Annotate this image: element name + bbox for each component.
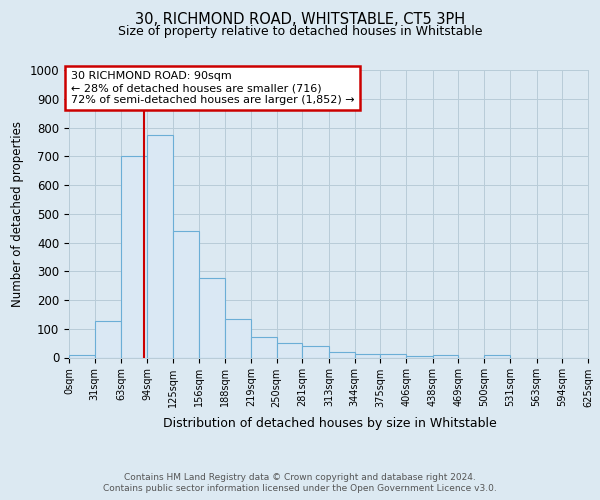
Text: Contains HM Land Registry data © Crown copyright and database right 2024.: Contains HM Land Registry data © Crown c… <box>124 472 476 482</box>
Bar <box>329 352 355 358</box>
Bar <box>251 338 277 357</box>
Text: 30, RICHMOND ROAD, WHITSTABLE, CT5 3PH: 30, RICHMOND ROAD, WHITSTABLE, CT5 3PH <box>135 12 465 28</box>
Bar <box>380 354 406 358</box>
Bar <box>95 321 121 358</box>
Text: Contains public sector information licensed under the Open Government Licence v3: Contains public sector information licen… <box>103 484 497 493</box>
Bar <box>355 354 380 358</box>
Bar <box>302 346 329 358</box>
Text: 30 RICHMOND ROAD: 90sqm
← 28% of detached houses are smaller (716)
72% of semi-d: 30 RICHMOND ROAD: 90sqm ← 28% of detache… <box>71 72 354 104</box>
Bar <box>433 355 458 358</box>
Bar <box>484 355 510 358</box>
Bar <box>147 134 173 358</box>
Bar <box>199 278 225 357</box>
Bar <box>173 231 199 358</box>
Bar <box>121 156 147 358</box>
Bar <box>225 320 251 358</box>
Y-axis label: Number of detached properties: Number of detached properties <box>11 120 24 306</box>
Bar <box>277 343 302 357</box>
Bar <box>69 355 95 358</box>
Bar <box>406 356 433 358</box>
Text: Distribution of detached houses by size in Whitstable: Distribution of detached houses by size … <box>163 418 497 430</box>
Text: Size of property relative to detached houses in Whitstable: Size of property relative to detached ho… <box>118 25 482 38</box>
